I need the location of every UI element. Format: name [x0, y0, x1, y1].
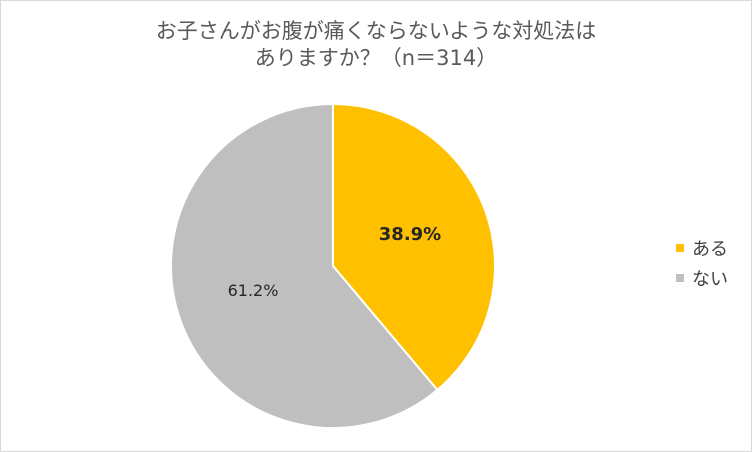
legend-label-aru: ある	[692, 239, 728, 260]
chart-title: お子さんがお腹が痛くならないような対処法は ありますか？（n＝314）	[0, 18, 752, 72]
legend-label-nai: ない	[692, 269, 728, 290]
legend-item-aru: ある	[676, 233, 728, 263]
legend-swatch-aru	[676, 244, 684, 252]
pie-slice-aru	[332, 102, 496, 392]
legend: ある ない	[676, 233, 728, 293]
chart-title-line-2: ありますか？（n＝314）	[254, 46, 498, 70]
data-label-nai: 61.2%	[228, 281, 279, 300]
legend-swatch-nai	[676, 274, 684, 282]
legend-item-nai: ない	[676, 263, 728, 293]
data-label-aru: 38.9%	[379, 224, 441, 245]
pie-slice-nai	[170, 102, 439, 429]
chart-title-line-1: お子さんがお腹が痛くならないような対処法は	[155, 19, 597, 43]
